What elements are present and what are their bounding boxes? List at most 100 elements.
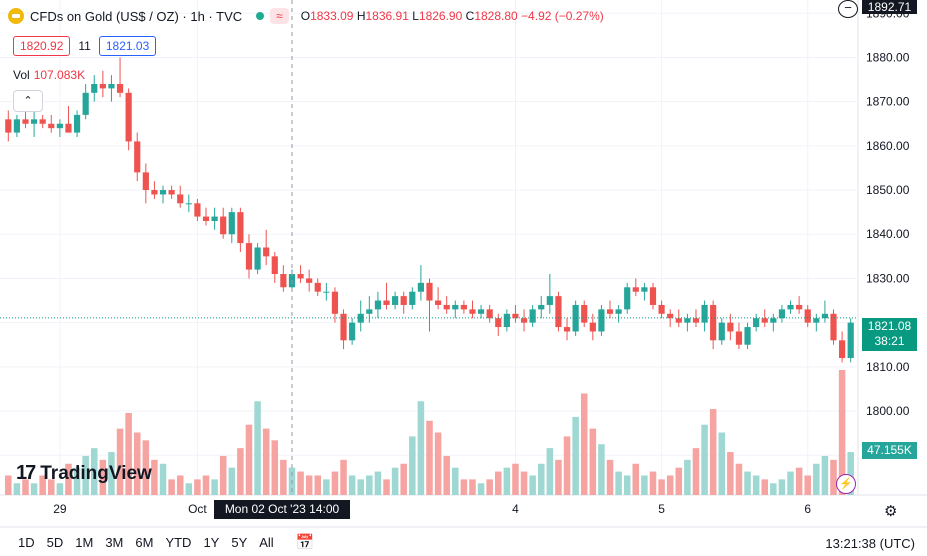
candle-body: [91, 83, 98, 93]
volume-bar: [512, 463, 519, 495]
volume-bar: [254, 401, 261, 495]
candle-body: [263, 247, 270, 257]
candle-body: [271, 256, 278, 275]
volume-bar: [417, 401, 425, 495]
volume-bar: [813, 463, 820, 495]
volume-bar: [761, 479, 769, 495]
bottom-toolbar: 1D 5D 1M 3M 6M YTD 1Y 5Y All 📅 13:21:38 …: [0, 528, 927, 556]
timeframe-ytd[interactable]: YTD: [165, 534, 192, 550]
volume-bar: [108, 452, 115, 495]
volume-bar: [357, 479, 364, 495]
candle-body: [469, 309, 476, 314]
candle-body: [735, 331, 743, 345]
volume-bar: [787, 471, 794, 495]
y-tick-label: 1810.00: [866, 360, 910, 374]
volume-bar: [701, 424, 708, 495]
candle-body: [821, 313, 829, 319]
candle-body: [830, 313, 837, 341]
candle-body: [383, 300, 390, 305]
volume-bar: [434, 432, 442, 495]
ohlc-values: O1833.09 H1836.91 L1826.90 C1828.80 −4.9…: [301, 9, 604, 23]
timeframe-1d[interactable]: 1D: [18, 534, 35, 550]
symbol-legend[interactable]: CFDs on Gold (US$ / OZ) · 1h · TVC ≈ O18…: [8, 8, 604, 24]
volume-bar: [314, 475, 322, 495]
candle-body: [194, 203, 201, 217]
flash-icon[interactable]: ⚡: [836, 474, 856, 494]
candle-body: [839, 340, 846, 358]
timeframe-5y[interactable]: 5Y: [231, 534, 248, 550]
volume-bar: [305, 475, 313, 495]
volume-bar: [48, 479, 55, 495]
candle-body: [572, 304, 579, 332]
open-value: 1833.09: [310, 9, 354, 23]
volume-bar: [709, 409, 717, 495]
x-tick-label: Oct: [188, 502, 207, 516]
symbol-title[interactable]: CFDs on Gold (US$ / OZ) · 1h · TVC: [30, 8, 243, 24]
candle-body: [211, 216, 218, 221]
volume-value: 107.083K: [33, 68, 86, 82]
volume-bar: [804, 475, 811, 495]
timeframe-3m[interactable]: 3M: [105, 534, 124, 550]
volume-bar: [503, 467, 511, 495]
candle-body: [73, 114, 81, 133]
utc-clock[interactable]: 13:21:38 (UTC): [825, 536, 915, 551]
tradingview-logo[interactable]: 17 TradingView: [16, 462, 152, 485]
candle-body: [306, 278, 313, 283]
volume-bar: [5, 475, 12, 495]
indicator-toggle-button[interactable]: ≈: [270, 8, 289, 24]
candle-body: [787, 304, 794, 310]
volume-bar: [572, 416, 579, 495]
candle-body: [116, 83, 124, 93]
volume-bar: [718, 432, 726, 495]
collapse-legend-button[interactable]: ⌃: [13, 90, 43, 112]
gear-icon[interactable]: ⚙: [884, 503, 898, 520]
candle-body: [847, 322, 854, 358]
volume-bar: [13, 483, 21, 495]
y-tick-label: 1800.00: [866, 404, 910, 418]
candle-body: [529, 309, 536, 323]
candle-body: [804, 309, 811, 323]
volume-legend[interactable]: Vol 107.083K: [13, 68, 85, 82]
volume-bar: [176, 475, 184, 495]
volume-bar: [830, 459, 837, 495]
candle-body: [443, 304, 450, 310]
scale-minus-button[interactable]: −: [838, 0, 858, 18]
candle-body: [744, 327, 751, 345]
candle-body: [177, 194, 184, 204]
volume-bar: [133, 432, 141, 495]
volume-bar: [589, 428, 597, 495]
timeframe-5d[interactable]: 5D: [46, 534, 64, 550]
candle-body: [280, 274, 287, 288]
timeframe-6m[interactable]: 6M: [135, 534, 154, 550]
candle-body: [486, 309, 493, 319]
candle-body: [555, 296, 562, 328]
volume-bar: [546, 448, 554, 495]
calendar-range-icon[interactable]: 📅: [295, 534, 315, 551]
candle-body: [202, 216, 210, 221]
timeframe-all[interactable]: All: [259, 534, 274, 550]
candle-body: [99, 83, 106, 89]
volume-bar: [194, 479, 201, 495]
volume-bar: [452, 467, 459, 495]
candle-body: [426, 282, 433, 301]
candle-body: [39, 119, 46, 124]
sell-price-button[interactable]: 1820.92: [13, 36, 71, 56]
volume-bar: [580, 393, 588, 495]
candle-body: [563, 327, 571, 332]
candle-body: [512, 313, 519, 319]
candle-body: [778, 309, 786, 319]
candle-body: [813, 318, 820, 323]
volume-bar: [778, 479, 786, 495]
candle-body: [503, 313, 510, 328]
buy-price-button[interactable]: 1821.03: [98, 36, 157, 56]
candle-body: [366, 309, 373, 314]
timeframe-1m[interactable]: 1M: [75, 534, 94, 550]
volume-bar: [847, 452, 854, 495]
candle-body: [701, 304, 708, 323]
candle-body: [331, 291, 339, 314]
timeframe-1y[interactable]: 1Y: [203, 534, 220, 550]
y-tick-label: 1870.00: [866, 95, 910, 109]
candle-body: [151, 190, 158, 195]
high-value: 1836.91: [365, 9, 409, 23]
candle-body: [392, 296, 399, 305]
